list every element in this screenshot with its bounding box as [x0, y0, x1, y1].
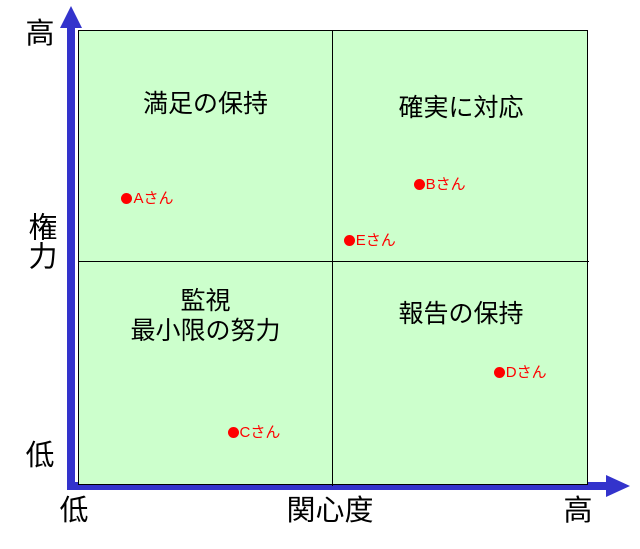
data-point-label: Aさん	[133, 189, 174, 207]
data-point-label: Dさん	[505, 364, 547, 382]
x-axis-title: 関心度	[286, 495, 374, 527]
y-axis-high-tick-label: 高	[25, 18, 55, 50]
x-axis-low-tick-label: 低	[59, 495, 89, 527]
data-point-label: Bさん	[425, 175, 466, 193]
marker-dot-icon	[493, 367, 505, 379]
quadrant-divider-vertical	[332, 31, 333, 486]
data-point-label: Cさん	[239, 424, 281, 442]
plot-area: 満足の保持 確実に対応 監視 最小限の努力 報告の保持 Aさん Bさん Eさん …	[78, 30, 589, 486]
data-point-a[interactable]: Aさん	[121, 191, 173, 206]
x-axis-high-tick-label: 高	[563, 495, 593, 527]
quadrant-divider-horizontal	[79, 261, 589, 262]
marker-dot-icon	[413, 178, 425, 190]
data-point-c[interactable]: Cさん	[227, 424, 281, 442]
marker-dot-icon	[121, 192, 133, 204]
y-axis-title: 権力	[24, 212, 56, 270]
marker-dot-icon	[227, 427, 239, 439]
y-axis-line	[67, 22, 75, 488]
quadrant-label-top-left: 満足の保持	[142, 90, 268, 118]
y-axis-low-tick-label: 低	[25, 440, 55, 472]
quadrant-label-bottom-right: 報告の保持	[398, 300, 524, 328]
quadrant-label-bottom-left: 監視 最小限の努力	[130, 287, 281, 345]
quadrant-label-top-right: 確実に対応	[398, 94, 524, 122]
data-point-d[interactable]: Dさん	[493, 364, 547, 382]
data-point-e[interactable]: Eさん	[343, 232, 396, 250]
marker-dot-icon	[343, 235, 355, 247]
data-point-label: Eさん	[355, 232, 396, 250]
y-axis-arrowhead	[60, 6, 82, 28]
x-axis-arrowhead	[606, 475, 630, 497]
data-point-b[interactable]: Bさん	[413, 175, 466, 193]
